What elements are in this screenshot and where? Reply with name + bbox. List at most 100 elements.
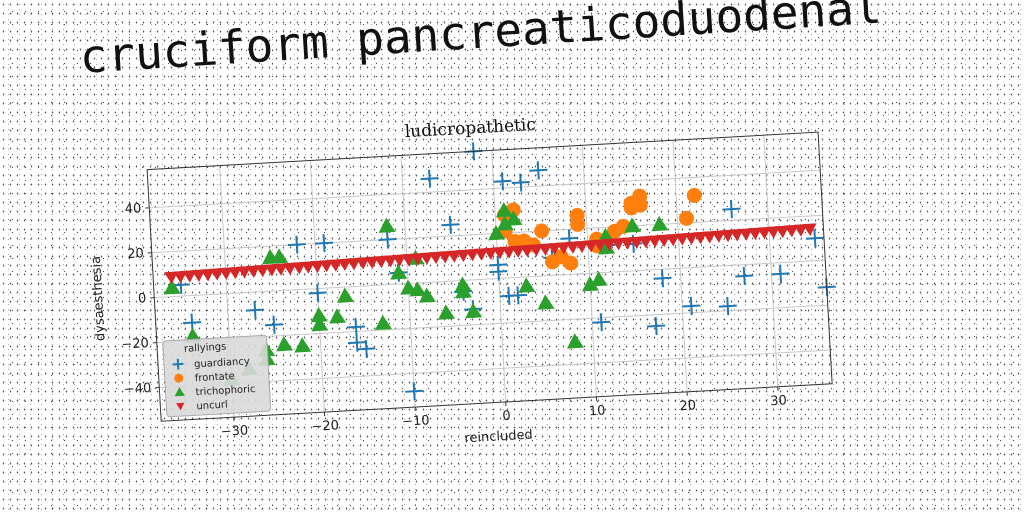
y-gridline (149, 169, 821, 209)
uncurl-point (556, 241, 571, 255)
grid (149, 135, 831, 418)
trichophoric-point (496, 215, 514, 231)
scatter-chart: ludicropathetic −30 −20 −10 0 10 20 30 −40 −20 0 2… (67, 83, 866, 486)
trichophoric-point (651, 215, 669, 232)
uncurl-point (656, 234, 671, 248)
tick-labels: −30 −20 −10 0 10 20 30 −40 −20 0 20 40 (121, 201, 787, 440)
uncurl-point (547, 242, 562, 256)
legend-marker-uncurl (176, 402, 185, 411)
uncurl-point (775, 225, 790, 239)
uncurl-point (346, 257, 361, 271)
trichophoric-point (590, 271, 608, 287)
chart-title: ludicropathetic (404, 115, 536, 142)
guardiancy-point (287, 235, 306, 254)
trichophoric-point (294, 337, 312, 353)
guardiancy-point (722, 200, 741, 219)
x-tick-label: 10 (589, 403, 606, 419)
uncurl-point (328, 259, 343, 272)
guardiancy-point (245, 301, 265, 320)
uncurl-point (437, 250, 452, 264)
uncurl-point (629, 236, 644, 250)
uncurl-point (237, 265, 251, 279)
uncurl-point (428, 251, 443, 265)
uncurl-point (720, 229, 735, 243)
x-axis-label: reincluded (464, 428, 533, 447)
trichophoric-point (581, 276, 599, 292)
guardiancy-point (441, 215, 460, 234)
uncurl-point (693, 231, 708, 245)
uncurl-point (492, 246, 507, 260)
uncurl-point (601, 238, 616, 252)
uncurl-point (246, 265, 261, 278)
guardiancy-point (529, 161, 548, 180)
uncurl-point (227, 266, 242, 280)
guardiancy-point (357, 339, 376, 358)
uncurl-point (665, 233, 680, 247)
uncurl-point (282, 262, 297, 276)
trichophoric-point (310, 307, 328, 323)
frontate-point (686, 187, 702, 203)
uncurl-point (702, 230, 717, 244)
uncurl-point (647, 235, 662, 248)
uncurl-point (255, 264, 270, 278)
uncurl-point (583, 239, 598, 253)
y-tick-label: 40 (124, 201, 141, 217)
uncurl-point (538, 243, 553, 256)
uncurl-point (674, 233, 689, 246)
y-gridline (151, 214, 823, 254)
x-tick-label: −10 (402, 413, 430, 430)
uncurl-point (191, 269, 206, 283)
guardiancy-point (347, 333, 366, 352)
legend-label-frontate: frontate (195, 371, 236, 384)
uncurl-point (756, 226, 771, 240)
series-frontate (496, 187, 702, 271)
trichophoric-point (454, 276, 472, 292)
trichophoric-point (518, 277, 536, 293)
guardiancy-point (735, 266, 754, 285)
uncurl-point (337, 258, 352, 272)
trichophoric-point (329, 308, 347, 324)
trichophoric-point (537, 294, 555, 310)
uncurl-point (273, 263, 288, 276)
uncurl-point (291, 261, 306, 275)
guardiancy-point (346, 317, 366, 336)
uncurl-point (784, 224, 799, 238)
legend-marker-frontate (174, 373, 184, 383)
trichophoric-point (598, 239, 616, 255)
uncurl-point (474, 248, 489, 261)
series-uncurl (164, 223, 817, 285)
y-axis-label: dysaesthesia (89, 256, 109, 342)
frontate-point (563, 255, 579, 271)
uncurl-point (465, 248, 480, 262)
x-gridline (581, 145, 597, 397)
uncurl-point (218, 267, 233, 280)
frontate-point (632, 197, 648, 213)
uncurl-point (592, 239, 607, 252)
uncurl-point (738, 228, 753, 241)
uncurl-point (173, 270, 188, 284)
uncurl-point (264, 263, 279, 277)
trichophoric-point (418, 287, 436, 303)
guardiancy-point (405, 382, 424, 401)
frontate-point (534, 223, 550, 239)
legend: rallyings guardiancyfrontatetrichophoric… (162, 334, 272, 418)
uncurl-point (766, 226, 781, 239)
y-tick-label: 0 (138, 291, 147, 306)
guardiancy-point (592, 313, 611, 332)
guardiancy-point (308, 283, 327, 303)
uncurl-point (455, 249, 470, 263)
trichophoric-point (271, 248, 289, 264)
guardiancy-point (511, 173, 530, 192)
trichophoric-point (566, 333, 584, 349)
x-tick-label: 20 (679, 398, 696, 414)
uncurl-point (501, 246, 516, 259)
uncurl-point (574, 240, 589, 254)
y-gridline (156, 304, 828, 344)
trichophoric-point (465, 302, 483, 319)
uncurl-point (392, 254, 407, 267)
x-tick-label: 0 (502, 409, 511, 424)
x-tick-label: 30 (770, 393, 787, 409)
legend-label-uncurl: uncurl (196, 399, 228, 412)
trichophoric-point (390, 264, 408, 280)
uncurl-point (364, 256, 379, 269)
